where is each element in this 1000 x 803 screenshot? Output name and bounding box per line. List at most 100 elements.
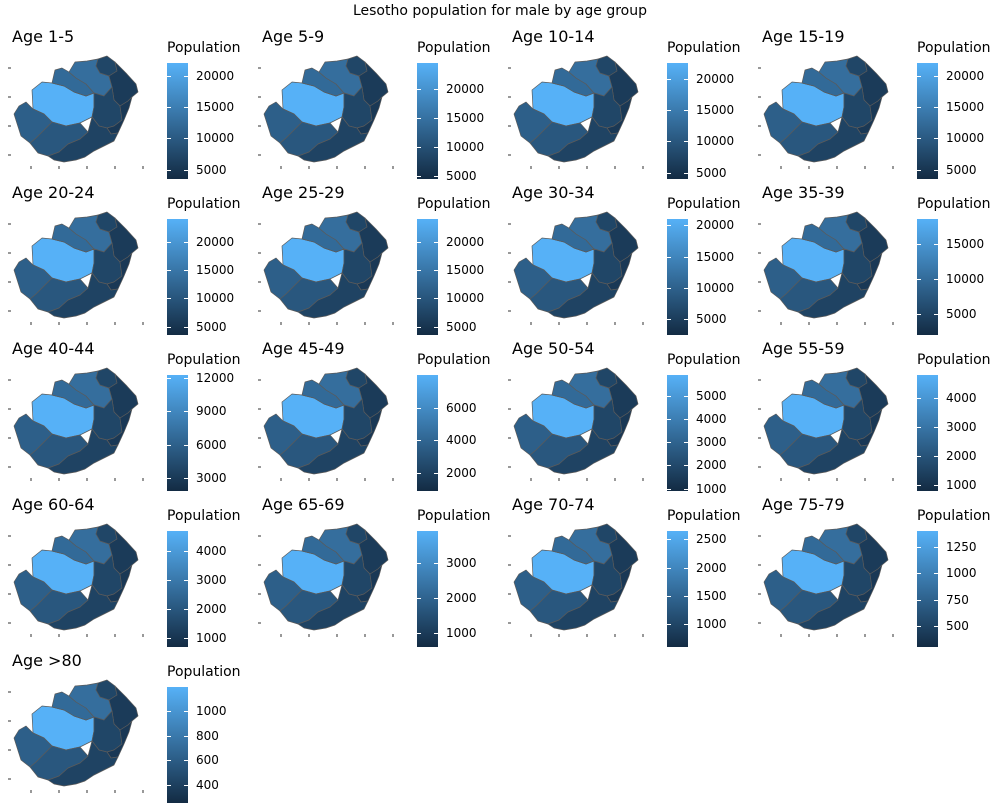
legend-tick-mark — [167, 580, 171, 582]
map-panel: Age 70-74 Population 1000 1500 2000 2500 — [500, 468, 750, 647]
legend-tick-mark — [434, 176, 438, 178]
legend-tick-mark — [917, 456, 921, 458]
legend-tick-mark — [417, 269, 421, 271]
color-legend: Population 1000 1500 2000 2500 — [666, 508, 750, 647]
color-legend: Population 5000 10000 15000 — [916, 196, 1000, 335]
legend-tick-mark — [184, 106, 188, 108]
color-legend: Population 500 750 1000 1250 — [916, 508, 1000, 647]
legend-tick-mark — [684, 465, 688, 467]
map-panel: Age 35-39 Population 5000 10000 15000 — [750, 156, 1000, 335]
legend-tick-label: 6000 — [196, 437, 227, 452]
legend-tick-label: 10000 — [446, 140, 485, 155]
legend-tick-label: 3000 — [196, 573, 227, 588]
legend-tick-mark — [917, 106, 921, 108]
legend-tick-mark — [184, 269, 188, 271]
legend-tick-mark — [684, 624, 688, 626]
legend-tick-mark — [434, 241, 438, 243]
map-panel: Age 60-64 Population 1000 2000 3000 4000 — [0, 468, 250, 647]
legend-tick-label: 12000 — [196, 371, 235, 386]
legend-tick-mark — [434, 326, 438, 328]
district-mafeteng — [263, 413, 303, 456]
district-mafeteng — [763, 569, 803, 612]
legend-tick-label: 15000 — [946, 99, 985, 114]
legend-tick-mark — [167, 735, 171, 737]
legend-tick-mark — [684, 567, 688, 569]
lesotho-map — [758, 211, 894, 325]
legend-tick-label: 10000 — [946, 131, 985, 146]
legend-tick-mark — [917, 546, 921, 548]
legend-tick-mark — [667, 225, 671, 227]
legend-tick-mark — [684, 225, 688, 227]
lesotho-map — [8, 55, 144, 169]
legend-tick-label: 20000 — [946, 68, 985, 83]
legend-title: Population — [667, 352, 741, 368]
panel-title: Age 45-49 — [262, 339, 345, 358]
lesotho-map — [758, 367, 894, 481]
legend-tick-mark — [667, 442, 671, 444]
panel-title: Age 5-9 — [262, 27, 325, 46]
panel-title: Age 20-24 — [12, 183, 95, 202]
legend-tick-mark — [184, 138, 188, 140]
legend-title: Population — [917, 352, 991, 368]
legend-tick-mark — [167, 784, 171, 786]
legend-tick-label: 10000 — [946, 271, 985, 286]
lesotho-map — [258, 367, 394, 481]
legend-title: Population — [917, 196, 991, 212]
map-panel: Age 5-9 Population 5000 10000 15000 20000 — [250, 0, 500, 182]
legend-tick-mark — [667, 287, 671, 289]
legend-tick-mark — [934, 485, 938, 487]
color-legend: Population 1000 2000 3000 4000 — [166, 508, 250, 647]
legend-tick-mark — [934, 599, 938, 601]
legend-title: Population — [417, 40, 491, 56]
legend-tick-label: 5000 — [696, 388, 727, 403]
legend-tick-mark — [167, 269, 171, 271]
legend-tick-mark — [917, 169, 921, 171]
legend-tick-mark — [934, 169, 938, 171]
legend-title: Population — [167, 352, 241, 368]
legend-tick-mark — [167, 638, 171, 640]
lesotho-map — [758, 523, 894, 637]
legend-tick-mark — [184, 784, 188, 786]
legend-tick-mark — [934, 625, 938, 627]
map-panel: Age 1-5 Population 5000 10000 15000 20000 — [0, 0, 250, 179]
legend-tick-label: 2500 — [696, 532, 727, 547]
legend-tick-label: 3000 — [696, 435, 727, 450]
district-mafeteng — [763, 413, 803, 456]
legend-tick-label: 4000 — [196, 544, 227, 559]
legend-tick-mark — [417, 407, 421, 409]
panel-title: Age 40-44 — [12, 339, 95, 358]
legend-tick-label: 2000 — [446, 466, 477, 481]
lesotho-map — [8, 679, 144, 793]
lesotho-map — [508, 211, 644, 325]
legend-tick-label: 3000 — [446, 555, 477, 570]
lesotho-map — [758, 55, 894, 169]
legend-tick-mark — [934, 75, 938, 77]
legend-tick-mark — [417, 89, 421, 91]
legend-tick-mark — [434, 562, 438, 564]
legend-tick-mark — [917, 278, 921, 280]
legend-tick-mark — [684, 539, 688, 541]
legend-tick-mark — [417, 562, 421, 564]
legend-tick-label: 5000 — [196, 319, 227, 334]
legend-title: Population — [417, 508, 491, 524]
district-mafeteng — [763, 101, 803, 144]
district-mafeteng — [13, 101, 53, 144]
legend-gradient-bar — [917, 219, 938, 335]
legend-tick-label: 5000 — [946, 162, 977, 177]
legend-tick-label: 500 — [946, 618, 969, 633]
legend-gradient-bar — [667, 219, 688, 335]
legend-tick-label: 2000 — [696, 458, 727, 473]
panel-title: Age 50-54 — [512, 339, 595, 358]
legend-tick-mark — [434, 407, 438, 409]
legend-tick-mark — [417, 440, 421, 442]
legend-tick-mark — [917, 599, 921, 601]
map-panel: Age 30-34 Population 5000 10000 15000 20000 — [500, 156, 750, 335]
legend-tick-label: 1000 — [696, 481, 727, 496]
legend-tick-mark — [667, 488, 671, 490]
legend-tick-mark — [684, 442, 688, 444]
legend-tick-mark — [667, 172, 671, 174]
legend-tick-mark — [417, 118, 421, 120]
legend-tick-mark — [184, 477, 188, 479]
legend-title: Population — [917, 40, 991, 56]
legend-title: Population — [417, 352, 491, 368]
